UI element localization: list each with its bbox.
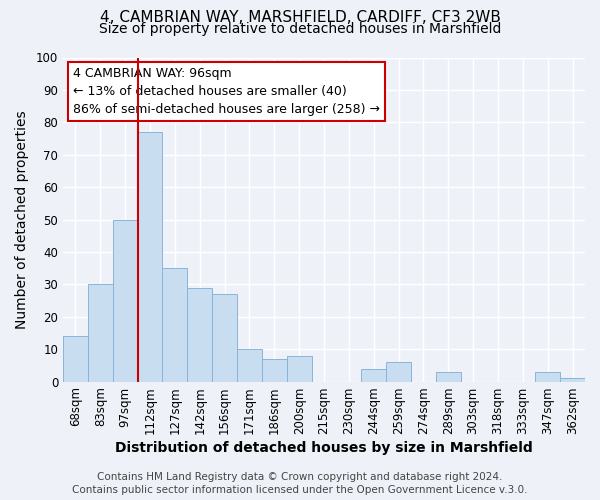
Bar (237, 349, 262, 382)
Bar (212, 294, 237, 382)
Bar (187, 288, 212, 382)
Bar (137, 132, 163, 382)
Y-axis label: Number of detached properties: Number of detached properties (15, 110, 29, 329)
X-axis label: Distribution of detached houses by size in Marshfield: Distribution of detached houses by size … (115, 441, 533, 455)
Text: 4 CAMBRIAN WAY: 96sqm
← 13% of detached houses are smaller (40)
86% of semi-deta: 4 CAMBRIAN WAY: 96sqm ← 13% of detached … (73, 67, 380, 116)
Bar (436, 372, 461, 382)
Bar (361, 368, 386, 382)
Bar (88, 284, 113, 382)
Bar (386, 362, 411, 382)
Bar (113, 220, 137, 382)
Bar (262, 359, 287, 382)
Text: Size of property relative to detached houses in Marshfield: Size of property relative to detached ho… (99, 22, 501, 36)
Bar (163, 268, 187, 382)
Text: Contains HM Land Registry data © Crown copyright and database right 2024.
Contai: Contains HM Land Registry data © Crown c… (72, 472, 528, 495)
Bar (560, 378, 585, 382)
Bar (535, 372, 560, 382)
Text: 4, CAMBRIAN WAY, MARSHFIELD, CARDIFF, CF3 2WB: 4, CAMBRIAN WAY, MARSHFIELD, CARDIFF, CF… (100, 10, 500, 25)
Bar (287, 356, 311, 382)
Bar (63, 336, 88, 382)
